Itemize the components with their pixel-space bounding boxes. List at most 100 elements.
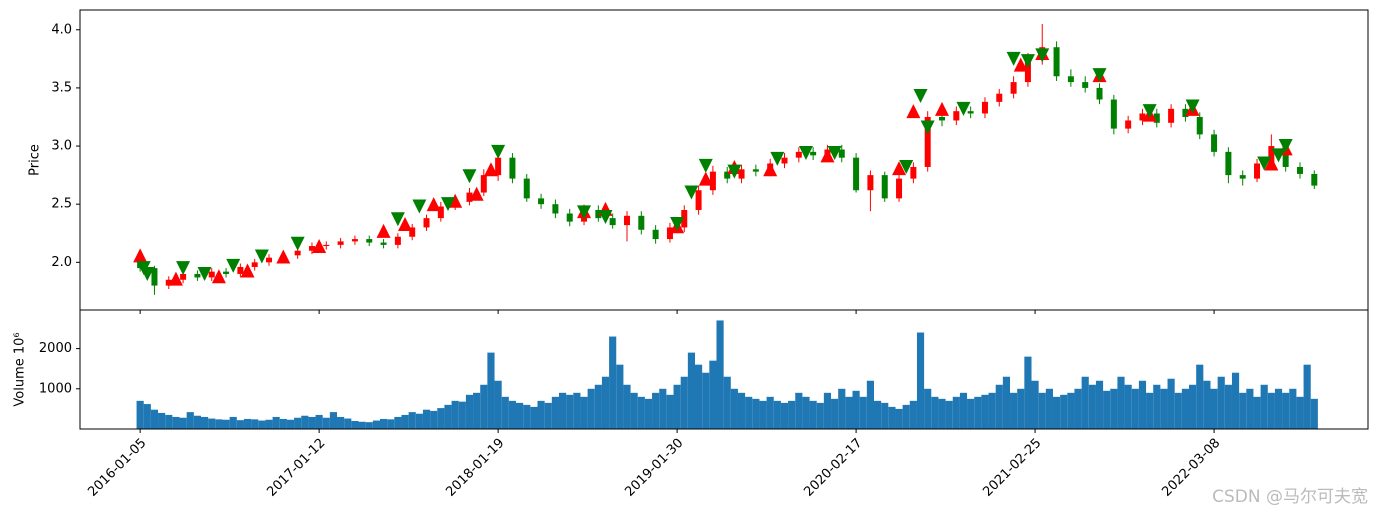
candle-body [1010,82,1017,94]
buy-marker [820,148,835,163]
volume-bar [494,380,502,429]
volume-bar [716,320,724,429]
volume-bar [222,419,230,429]
volume-bar [902,404,910,429]
sell-marker [390,212,405,227]
candle-body [1024,58,1031,83]
candle-body [896,178,903,199]
volume-bar [673,384,681,429]
volume-bar [1153,384,1161,429]
volume-bar [444,404,452,429]
sell-marker [770,151,785,166]
candle-body [165,279,172,286]
sell-marker [1142,104,1157,119]
volume-bar [1081,376,1089,429]
volume-bar [243,418,252,429]
volume-bar [580,396,588,429]
volume-bar [959,392,968,429]
volume-bar [780,402,789,429]
volume-bar [802,396,810,429]
volume-bar [1189,384,1197,429]
volume-bar [981,394,989,429]
candle-body [337,241,344,245]
candle-body [237,266,244,274]
sell-marker [412,199,427,214]
volume-bar [1174,392,1182,429]
sell-marker [1006,51,1021,66]
y-axis-label: Volume 10⁶ [13,332,28,406]
candle-body [967,111,974,114]
candle-body [867,175,874,191]
volume-bar [215,419,223,429]
buy-marker [168,271,183,286]
buy-marker [376,223,391,238]
sell-marker [956,101,971,116]
candle-body [380,242,387,245]
volume-bar [286,419,295,429]
volume-bar [379,418,388,429]
volume-bar [1124,384,1132,429]
volume-bar [759,400,767,429]
volume-bar [924,388,932,429]
volume-bar [351,420,359,429]
candle-body [623,215,630,226]
volume-bar [1196,364,1204,429]
volume-bar [773,400,781,429]
volume-bar [229,416,237,429]
buy-marker [133,248,148,263]
volume-bar [430,410,438,429]
buy-marker [906,104,921,119]
volume-bar [344,418,352,429]
buy-marker [312,239,327,254]
candle-body [996,93,1003,102]
candle-body [409,227,416,237]
candle-body [194,273,201,278]
volume-bar [315,414,323,429]
buy-marker [240,263,255,278]
candle-body [509,157,516,179]
buy-marker [276,249,291,264]
sell-marker [598,209,613,224]
volume-bar [551,396,559,429]
candle-body [881,175,888,199]
candle-body [939,116,946,121]
volume-bar [630,392,638,429]
volume-bar [394,416,402,429]
volume-bar [1239,392,1247,429]
volume-bar [881,402,889,429]
candle-body [1153,113,1160,123]
volume-bar [236,420,244,429]
volume-bar [1296,396,1304,429]
sell-marker [462,169,477,184]
buy-marker [698,171,713,186]
volume-bar [1060,394,1068,429]
axes-frame [79,309,1369,430]
sell-marker [197,266,212,281]
y-tick-label: 3.0 [51,139,72,154]
volume-bar [609,336,617,429]
volume-bar [995,384,1003,429]
volume-bar [809,400,817,429]
volume-bar [988,392,996,429]
y-tick-label: 3.5 [51,80,72,95]
candle-body [495,157,502,176]
candle-body [294,250,301,256]
volume-bar [974,396,982,429]
volume-bar [1138,380,1147,429]
y-tick-label: 4.0 [51,22,72,37]
sell-marker [1020,54,1035,69]
y-tick-label: 2.5 [51,197,72,212]
y-tick-label: 2.0 [51,255,72,270]
candle-body [366,239,373,243]
candle-body [853,157,860,191]
x-tick-label: 2018-01-19 [443,436,507,500]
x-tick-label: 2019-01-30 [622,436,686,500]
volume-bar [766,396,774,429]
volume-bar [294,417,302,429]
sell-marker [1271,148,1286,163]
candle-body [251,262,258,267]
axes-frame [79,9,1369,311]
volume-bar [558,392,567,429]
volume-bar [1310,398,1318,429]
candle-body [1282,146,1289,167]
